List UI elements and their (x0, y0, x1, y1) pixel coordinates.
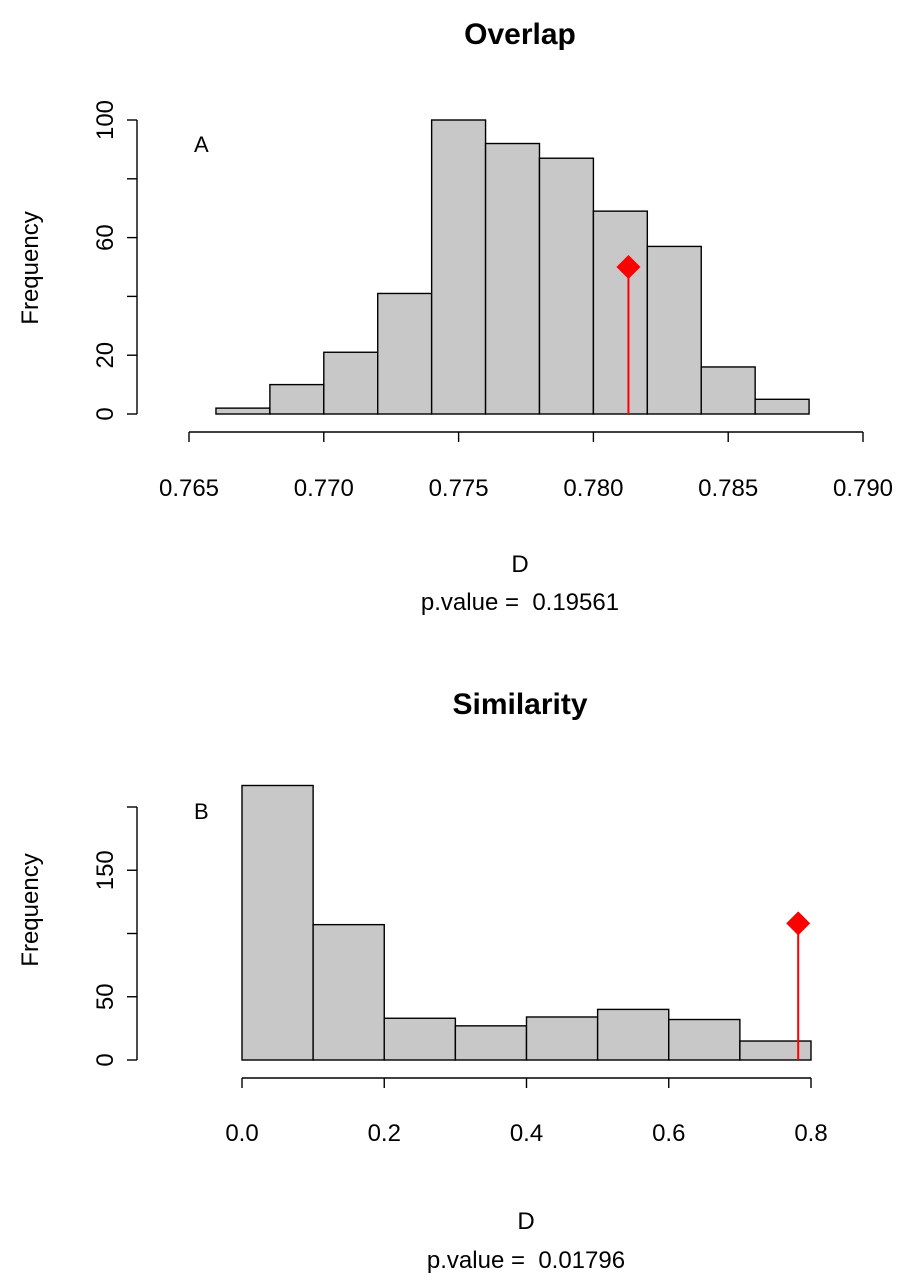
histogram-bar (754, 398, 810, 415)
histogram-bar (430, 119, 487, 415)
x-tick-label: 0.765 (159, 475, 219, 502)
x-tick-label: 0.0 (225, 1120, 258, 1147)
x-tick-label: 0.780 (563, 475, 623, 502)
p-value-text: p.value = 0.19561 (421, 589, 619, 616)
histogram-bar (323, 351, 379, 415)
x-tick-label: 0.775 (429, 475, 489, 502)
y-tick-label: 50 (92, 983, 119, 1010)
histogram-bar (312, 923, 385, 1061)
similarity-histogram-panel: Similarity B D p.value = 0.01796 Frequen… (17, 688, 828, 1274)
histogram-bar (377, 292, 433, 415)
x-tick-label: 0.790 (833, 475, 893, 502)
histogram-bar (538, 157, 595, 415)
histogram-bar (215, 407, 271, 415)
histogram-bar (383, 1017, 457, 1061)
x-tick-label: 0.2 (368, 1120, 401, 1147)
histogram-bar (454, 1025, 528, 1061)
histogram-bar (739, 1040, 812, 1061)
histogram-bar (596, 1008, 670, 1061)
x-tick-label: 0.4 (510, 1120, 543, 1147)
overlap-histogram-panel: Overlap A D p.value = 0.19561 Frequency … (17, 18, 893, 616)
chart-title: Similarity (452, 688, 587, 721)
histogram-bar (646, 245, 702, 415)
p-value-text: p.value = 0.01796 (427, 1247, 625, 1274)
x-axis-label: D (517, 1208, 534, 1235)
y-axis-label: Frequency (17, 853, 44, 966)
x-tick-label: 0.785 (698, 475, 758, 502)
x-tick-label: 0.770 (294, 475, 354, 502)
histogram-bar (484, 142, 541, 415)
y-axis-label: Frequency (17, 211, 44, 324)
panel-label: A (194, 132, 209, 157)
y-tick-label: 0 (92, 407, 119, 420)
histogram-bar (525, 1016, 599, 1061)
histogram-bar (592, 210, 649, 415)
histogram-bar (668, 1018, 741, 1061)
x-tick-label: 0.8 (794, 1120, 827, 1147)
y-tick-label: 20 (92, 342, 119, 369)
observed-value-marker (786, 911, 811, 936)
histogram-bar (700, 366, 756, 415)
panel-label: B (194, 799, 209, 824)
x-axis-label: D (511, 551, 528, 578)
y-tick-label: 100 (92, 100, 119, 140)
y-tick-label: 150 (92, 850, 119, 890)
y-tick-label: 0 (92, 1053, 119, 1066)
histogram-bar (241, 784, 314, 1061)
observed-value-marker (616, 255, 641, 279)
x-tick-label: 0.6 (652, 1120, 685, 1147)
y-tick-label: 60 (92, 224, 119, 251)
histogram-bar (269, 383, 325, 415)
chart-title: Overlap (464, 18, 576, 51)
